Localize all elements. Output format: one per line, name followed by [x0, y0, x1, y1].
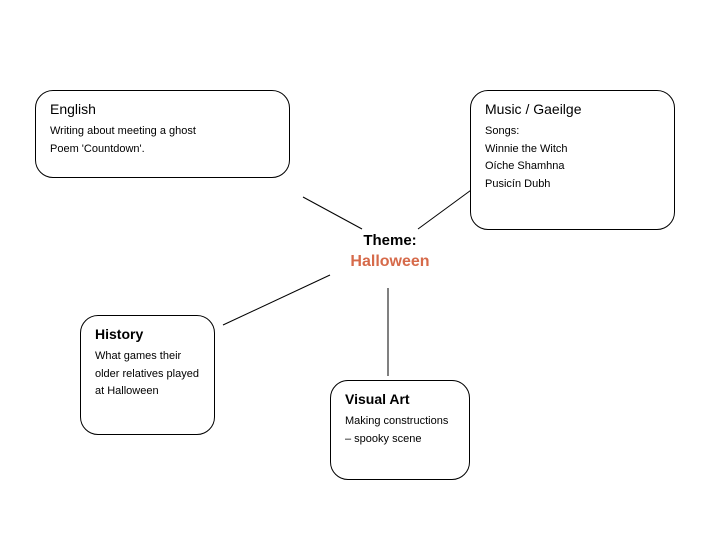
node-music-line: Oíche Shamhna	[485, 158, 660, 176]
theme-value: Halloween	[330, 253, 450, 271]
theme-center: Theme: Halloween	[330, 232, 450, 271]
node-english-title: English	[50, 101, 275, 117]
node-history-title: History	[95, 326, 200, 342]
node-music: Music / Gaeilge Songs: Winnie the Witch …	[470, 90, 675, 230]
edge	[223, 275, 330, 325]
theme-label: Theme:	[330, 232, 450, 249]
node-english-line: Writing about meeting a ghost	[50, 123, 275, 141]
node-music-title: Music / Gaeilge	[485, 101, 660, 117]
node-history-line: What games their older relatives played …	[95, 348, 200, 401]
node-visual-art: Visual Art Making constructions – spooky…	[330, 380, 470, 480]
edge	[303, 197, 362, 229]
node-music-line: Songs:	[485, 123, 660, 141]
node-visual-art-title: Visual Art	[345, 391, 455, 407]
node-english-line: Poem 'Countdown'.	[50, 141, 275, 159]
node-music-line: Pusicín Dubh	[485, 176, 660, 194]
node-history: History What games their older relatives…	[80, 315, 215, 435]
node-music-line: Winnie the Witch	[485, 141, 660, 159]
node-visual-art-line: Making constructions – spooky scene	[345, 413, 455, 448]
node-english: English Writing about meeting a ghost Po…	[35, 90, 290, 178]
edge	[418, 185, 478, 229]
